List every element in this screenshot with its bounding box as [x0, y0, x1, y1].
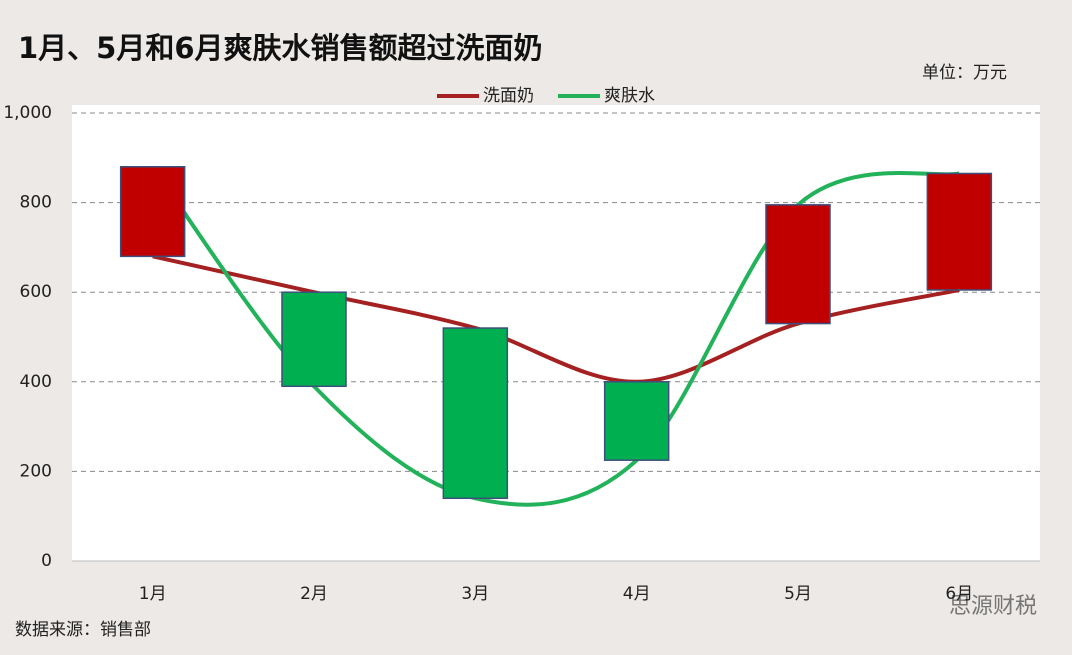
line — [151, 165, 960, 507]
x-tick-label: 1月 — [139, 584, 167, 604]
y-tick-label: 800 — [20, 193, 52, 213]
up-down-bar — [119, 166, 186, 258]
y-tick-label: 200 — [20, 461, 52, 481]
y-tick-label: 1,000 — [3, 103, 52, 123]
y-tick-label: 0 — [41, 551, 52, 571]
up-down-bar — [442, 327, 509, 500]
y-tick-label: 600 — [20, 282, 52, 302]
x-tick-label: 6月 — [945, 584, 973, 604]
source: 数据来源：销售部 — [15, 620, 151, 640]
y-tick-label: 400 — [20, 372, 52, 392]
legend-label: 洗面奶 — [483, 86, 534, 106]
up-down-bar — [281, 291, 347, 388]
x-tick-label: 5月 — [784, 584, 812, 604]
plot-area — [72, 105, 1040, 561]
up-down-bar — [926, 172, 993, 291]
up-down-bar — [603, 381, 670, 461]
x-tick-label: 3月 — [461, 584, 489, 604]
watermark: 思源财税 — [949, 594, 1037, 619]
x-tick-label: 4月 — [623, 584, 651, 604]
unit-label: 单位：万元 — [922, 63, 1007, 83]
up-down-bar — [765, 204, 831, 325]
x-tick-label: 2月 — [300, 584, 328, 604]
legend-label: 爽肤水 — [604, 86, 655, 106]
chart-title: 1月、5月和6月爽肤水销售额超过洗面奶 — [18, 31, 543, 65]
